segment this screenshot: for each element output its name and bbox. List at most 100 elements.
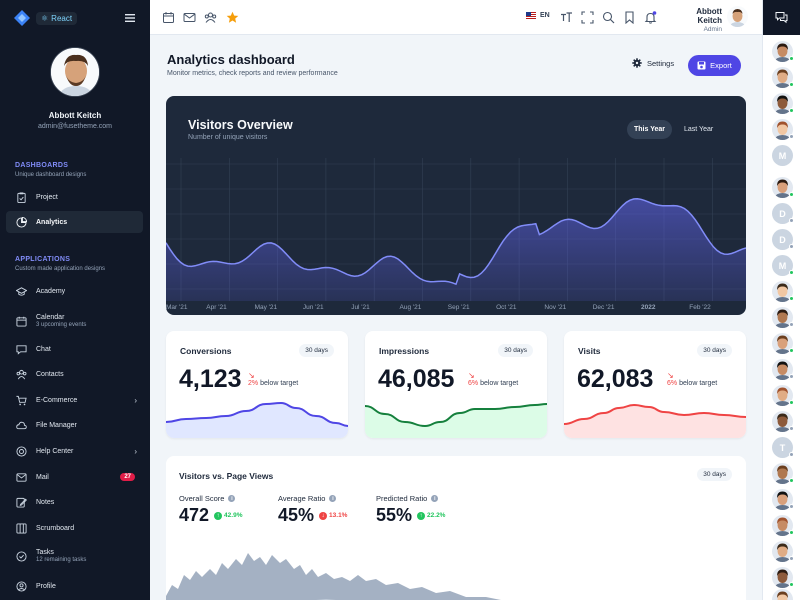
contact-avatar[interactable] [772, 411, 793, 432]
top-toolbar: EN Abbott Keitch Admin [150, 0, 762, 35]
topbar-user-role: Admin [703, 26, 722, 33]
sidebar-item-mail[interactable]: Mail 27 [6, 466, 143, 488]
page-subtitle: Monitor metrics, check reports and revie… [167, 70, 338, 77]
sidebar-item-analytics[interactable]: Analytics [6, 211, 143, 233]
user-avatar[interactable] [50, 47, 100, 97]
sidebar-item-label: Chat [36, 345, 51, 353]
contact-avatar[interactable] [772, 589, 793, 600]
metric-label: Average Ratio [278, 494, 326, 503]
sidebar-item-ecommerce[interactable]: E-Commerce › [6, 389, 143, 411]
contact-initial: M [772, 145, 793, 166]
contact-photo [772, 119, 793, 140]
contact-avatar[interactable] [772, 541, 793, 562]
status-dot [789, 192, 794, 197]
language-label: EN [540, 12, 550, 19]
contact-avatar[interactable]: D [772, 203, 793, 224]
topbar-user-info[interactable]: Abbott Keitch Admin [672, 7, 722, 33]
sidebar-item-tasks[interactable]: Tasks 12 remaining tasks [6, 543, 143, 569]
vpv-title: Visitors vs. Page Views [179, 471, 274, 481]
sidebar-item-label: E-Commerce [36, 396, 78, 404]
status-dot [789, 134, 794, 139]
chat-toggle-icon[interactable] [775, 11, 788, 24]
mail-icon[interactable] [183, 11, 196, 24]
sidebar-item-calendar[interactable]: Calendar 3 upcoming events [6, 308, 143, 334]
period-selector[interactable]: 30 days [498, 344, 533, 357]
mail-icon [16, 472, 27, 482]
contact-avatar[interactable] [772, 67, 793, 88]
contact-photo [772, 463, 793, 484]
app-logo-icon[interactable] [14, 10, 30, 26]
contact-avatar[interactable] [772, 515, 793, 536]
sidebar-item-project[interactable]: Project [6, 186, 143, 208]
fullscreen-icon[interactable] [581, 11, 594, 24]
x-tick-label: Jul '21 [351, 304, 370, 311]
period-selector[interactable]: 30 days [697, 344, 732, 357]
x-axis-labels: Mar '21 Apr '21 May '21 Jun '21 Jul '21 Aug '… [166, 304, 711, 311]
bookmark-icon[interactable] [623, 11, 636, 24]
arrow-up-icon: ↑ [417, 511, 426, 520]
bell-icon[interactable] [644, 11, 657, 24]
info-icon[interactable]: i [431, 495, 439, 502]
contact-avatar[interactable] [772, 359, 793, 380]
sidebar-item-profile[interactable]: Profile [6, 575, 143, 597]
contact-avatar[interactable] [772, 307, 793, 328]
search-icon[interactable] [602, 11, 615, 24]
contact-avatar[interactable]: T [772, 437, 793, 458]
sidebar-item-label: Notes [36, 498, 55, 506]
status-dot [789, 218, 794, 223]
tab-this-year[interactable]: This Year [627, 120, 673, 139]
contact-avatar[interactable] [772, 567, 793, 588]
menu-toggle-icon[interactable] [124, 12, 136, 24]
contact-avatar[interactable] [772, 41, 793, 62]
contact-avatar[interactable]: D [772, 229, 793, 250]
contact-avatar[interactable] [772, 385, 793, 406]
x-tick-label: 2022 [641, 304, 656, 311]
mail-count-badge: 27 [120, 473, 135, 481]
users-icon[interactable] [204, 11, 217, 24]
contact-avatar[interactable] [772, 281, 793, 302]
calendar-icon[interactable] [162, 11, 175, 24]
status-dot [789, 108, 794, 113]
support-icon [16, 445, 27, 457]
info-icon[interactable]: i [329, 495, 337, 502]
contact-photo [772, 589, 793, 600]
export-button[interactable]: Export [688, 55, 741, 76]
cart-icon [16, 395, 27, 405]
contact-photo [772, 307, 793, 328]
settings-button[interactable]: Settings [632, 58, 674, 68]
sidebar-item-file-manager[interactable]: File Manager [6, 414, 143, 436]
star-icon[interactable] [226, 11, 239, 24]
sidebar-item-label: Calendar [36, 314, 65, 321]
period-selector[interactable]: 30 days [697, 468, 732, 481]
sidebar-item-chat[interactable]: Chat [6, 338, 143, 360]
sidebar-item-help-center[interactable]: Help Center › [6, 440, 143, 462]
contact-photo [772, 489, 793, 510]
sidebar-item-notes[interactable]: Notes [6, 491, 143, 513]
visits-sparkline [564, 403, 746, 438]
contact-avatar[interactable] [772, 489, 793, 510]
academic-cap-icon [16, 286, 27, 296]
contact-avatar[interactable] [772, 177, 793, 198]
font-size-icon[interactable] [560, 11, 573, 24]
period-selector[interactable]: 30 days [299, 344, 334, 357]
contact-avatar[interactable]: M [772, 145, 793, 166]
topbar-avatar[interactable] [727, 6, 748, 27]
language-selector[interactable]: EN [526, 12, 550, 19]
contact-avatar[interactable] [772, 119, 793, 140]
chart-pie-icon [16, 216, 27, 228]
sparkline-line [564, 403, 746, 425]
card-title: Impressions [379, 346, 430, 356]
sidebar-item-academy[interactable]: Academy [6, 280, 143, 302]
tab-last-year[interactable]: Last Year [684, 126, 714, 133]
sidebar-item-contacts[interactable]: Contacts [6, 363, 143, 385]
contact-avatar[interactable] [772, 463, 793, 484]
user-avatar-image [51, 48, 99, 96]
settings-label: Settings [647, 58, 675, 68]
sidebar-item-scrumboard[interactable]: Scrumboard [6, 517, 143, 539]
section-applications-subtitle: Custom made application designs [15, 266, 106, 272]
info-icon[interactable]: i [228, 495, 236, 502]
contact-avatar[interactable] [772, 333, 793, 354]
contact-avatar[interactable] [772, 93, 793, 114]
metric-label: Predicted Ratio [376, 494, 428, 503]
contact-avatar[interactable]: M [772, 255, 793, 276]
